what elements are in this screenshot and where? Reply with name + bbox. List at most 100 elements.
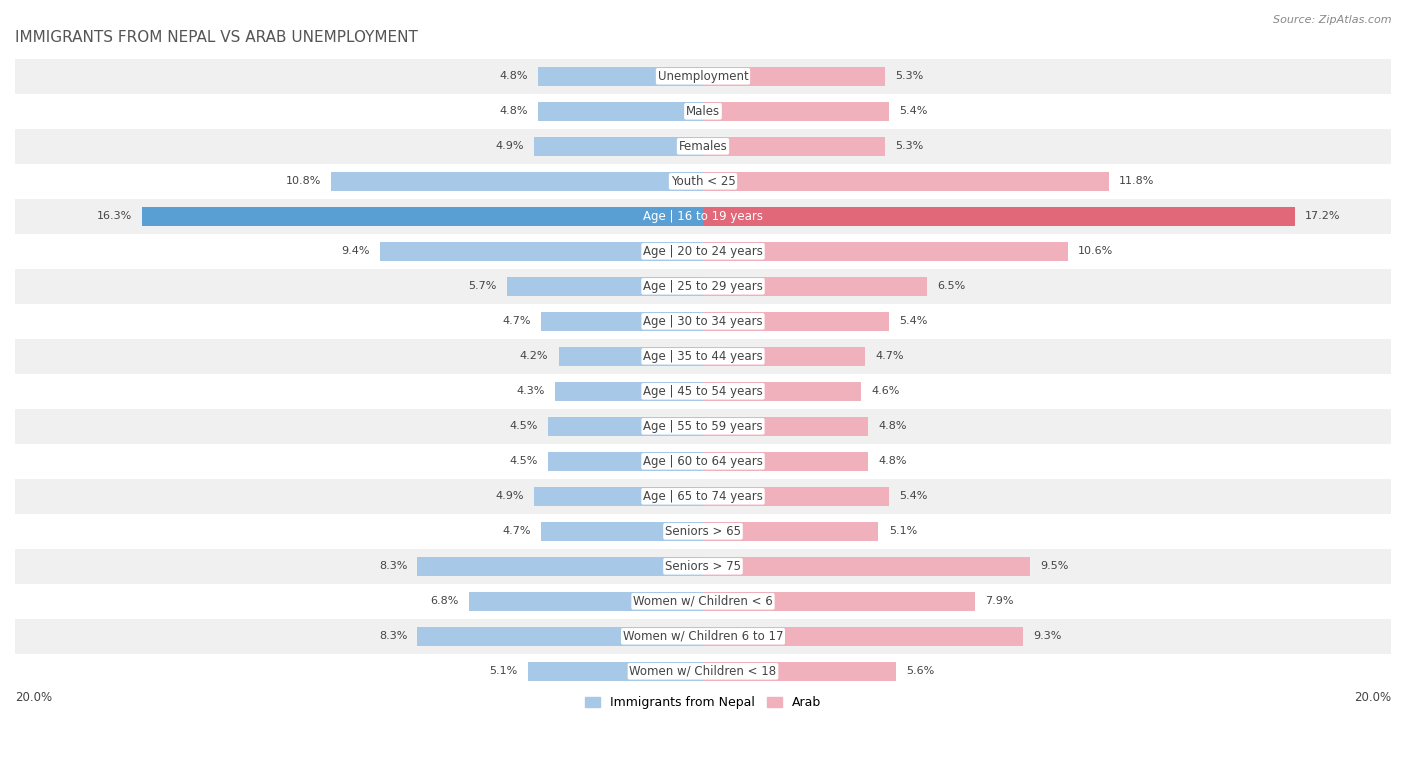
Bar: [703, 172, 1109, 191]
Bar: [508, 277, 703, 296]
Text: 11.8%: 11.8%: [1119, 176, 1154, 186]
Text: 7.9%: 7.9%: [986, 597, 1014, 606]
Bar: [703, 67, 886, 86]
Bar: [470, 592, 703, 611]
Text: Age | 55 to 59 years: Age | 55 to 59 years: [643, 420, 763, 433]
Text: 4.7%: 4.7%: [875, 351, 904, 361]
Bar: [534, 487, 703, 506]
Bar: [15, 59, 1391, 94]
Bar: [703, 101, 889, 121]
Text: 5.1%: 5.1%: [889, 526, 917, 536]
Text: Seniors > 75: Seniors > 75: [665, 560, 741, 573]
Text: 4.5%: 4.5%: [509, 456, 538, 466]
Text: 9.3%: 9.3%: [1033, 631, 1062, 641]
Bar: [15, 129, 1391, 164]
Bar: [703, 277, 927, 296]
Text: 8.3%: 8.3%: [378, 631, 408, 641]
Bar: [548, 416, 703, 436]
Legend: Immigrants from Nepal, Arab: Immigrants from Nepal, Arab: [579, 691, 827, 714]
Text: Age | 45 to 54 years: Age | 45 to 54 years: [643, 385, 763, 398]
Bar: [15, 304, 1391, 339]
Text: 4.5%: 4.5%: [509, 422, 538, 431]
Bar: [555, 382, 703, 401]
Bar: [538, 101, 703, 121]
Text: 5.4%: 5.4%: [898, 106, 928, 117]
Text: Women w/ Children 6 to 17: Women w/ Children 6 to 17: [623, 630, 783, 643]
Text: IMMIGRANTS FROM NEPAL VS ARAB UNEMPLOYMENT: IMMIGRANTS FROM NEPAL VS ARAB UNEMPLOYME…: [15, 30, 418, 45]
Text: 5.7%: 5.7%: [468, 282, 496, 291]
Bar: [15, 339, 1391, 374]
Bar: [703, 452, 868, 471]
Bar: [15, 444, 1391, 479]
Bar: [15, 164, 1391, 199]
Bar: [703, 416, 868, 436]
Text: 10.6%: 10.6%: [1078, 246, 1114, 257]
Bar: [15, 199, 1391, 234]
Bar: [15, 549, 1391, 584]
Text: 5.4%: 5.4%: [898, 491, 928, 501]
Text: 4.8%: 4.8%: [879, 422, 907, 431]
Text: Age | 20 to 24 years: Age | 20 to 24 years: [643, 245, 763, 258]
Text: Youth < 25: Youth < 25: [671, 175, 735, 188]
Text: 4.8%: 4.8%: [499, 71, 527, 81]
Text: 4.6%: 4.6%: [872, 386, 900, 397]
Text: Age | 16 to 19 years: Age | 16 to 19 years: [643, 210, 763, 223]
Text: 5.1%: 5.1%: [489, 666, 517, 676]
Bar: [15, 654, 1391, 689]
Text: 17.2%: 17.2%: [1305, 211, 1340, 221]
Bar: [15, 94, 1391, 129]
Text: Age | 30 to 34 years: Age | 30 to 34 years: [643, 315, 763, 328]
Text: 5.3%: 5.3%: [896, 71, 924, 81]
Text: 5.3%: 5.3%: [896, 142, 924, 151]
Text: Age | 65 to 74 years: Age | 65 to 74 years: [643, 490, 763, 503]
Text: 20.0%: 20.0%: [1354, 690, 1391, 703]
Bar: [15, 269, 1391, 304]
Bar: [558, 347, 703, 366]
Bar: [15, 618, 1391, 654]
Text: Males: Males: [686, 104, 720, 118]
Bar: [703, 662, 896, 681]
Text: Age | 60 to 64 years: Age | 60 to 64 years: [643, 455, 763, 468]
Text: 4.8%: 4.8%: [499, 106, 527, 117]
Bar: [703, 382, 862, 401]
Text: 6.5%: 6.5%: [936, 282, 965, 291]
Bar: [703, 487, 889, 506]
Bar: [15, 409, 1391, 444]
Text: 4.9%: 4.9%: [496, 491, 524, 501]
Bar: [142, 207, 703, 226]
Text: 20.0%: 20.0%: [15, 690, 52, 703]
Bar: [703, 556, 1029, 576]
Bar: [15, 584, 1391, 618]
Bar: [527, 662, 703, 681]
Text: 4.8%: 4.8%: [879, 456, 907, 466]
Bar: [703, 241, 1067, 261]
Text: 6.8%: 6.8%: [430, 597, 458, 606]
Text: 9.5%: 9.5%: [1040, 562, 1069, 572]
Text: 9.4%: 9.4%: [340, 246, 370, 257]
Text: 5.6%: 5.6%: [905, 666, 934, 676]
Bar: [332, 172, 703, 191]
Text: Females: Females: [679, 140, 727, 153]
Bar: [15, 234, 1391, 269]
Bar: [541, 312, 703, 331]
Bar: [538, 67, 703, 86]
Text: Women w/ Children < 6: Women w/ Children < 6: [633, 595, 773, 608]
Bar: [15, 374, 1391, 409]
Text: Age | 25 to 29 years: Age | 25 to 29 years: [643, 280, 763, 293]
Text: Unemployment: Unemployment: [658, 70, 748, 83]
Bar: [703, 522, 879, 541]
Bar: [418, 627, 703, 646]
Text: 4.7%: 4.7%: [502, 526, 531, 536]
Text: 4.3%: 4.3%: [516, 386, 544, 397]
Text: 4.2%: 4.2%: [520, 351, 548, 361]
Bar: [703, 137, 886, 156]
Bar: [541, 522, 703, 541]
Bar: [703, 312, 889, 331]
Bar: [15, 514, 1391, 549]
Text: Seniors > 65: Seniors > 65: [665, 525, 741, 537]
Text: 16.3%: 16.3%: [97, 211, 132, 221]
Bar: [703, 207, 1295, 226]
Bar: [418, 556, 703, 576]
Bar: [703, 627, 1024, 646]
Text: 8.3%: 8.3%: [378, 562, 408, 572]
